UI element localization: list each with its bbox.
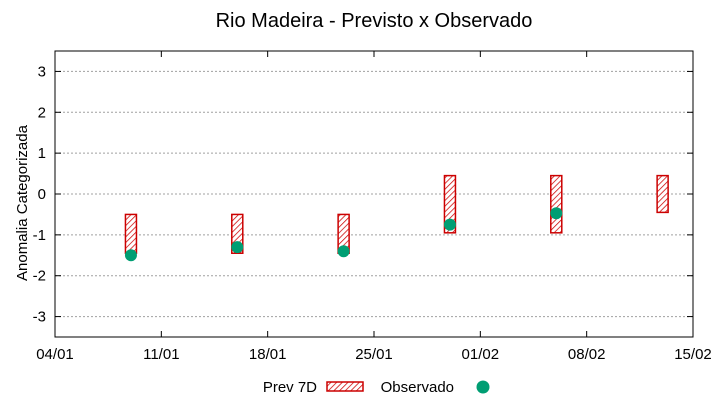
legend-swatch-forecast xyxy=(326,381,364,392)
legend: Prev 7D Observado xyxy=(263,379,490,396)
observed-point xyxy=(443,218,456,231)
forecast-bar xyxy=(656,174,669,214)
x-tick-label: 08/02 xyxy=(568,346,606,363)
observed-point xyxy=(550,207,563,220)
x-tick-label: 11/01 xyxy=(143,346,179,363)
x-tick-label: 25/01 xyxy=(355,346,393,363)
forecast-bar xyxy=(443,174,457,234)
x-tick-label: 18/01 xyxy=(249,346,287,363)
x-tick-label: 01/02 xyxy=(462,346,500,363)
forecast-bars xyxy=(124,174,669,254)
axis-ticks: -3 -2 -1 0 1 2 3 04/01 11/01 18/01 25/01 01/02 08/02… xyxy=(33,51,712,363)
observed-point xyxy=(231,241,244,254)
y-tick-label: 3 xyxy=(38,63,46,80)
legend-label-observed: Observado xyxy=(381,379,454,396)
legend-label-forecast: Prev 7D xyxy=(263,379,317,396)
grid-lines xyxy=(55,70,693,318)
y-tick-label: -1 xyxy=(33,227,46,244)
y-tick-label: 2 xyxy=(38,104,46,121)
y-tick-label: 1 xyxy=(38,145,46,162)
y-tick-label: 0 xyxy=(38,186,46,203)
x-tick-label: 04/01 xyxy=(36,346,74,363)
y-tick-label: -3 xyxy=(33,309,46,326)
chart-title: Rio Madeira - Previsto x Observado xyxy=(216,10,533,32)
observed-point xyxy=(337,245,350,258)
legend-swatch-observed xyxy=(476,380,490,394)
plot-frame xyxy=(54,50,694,338)
y-tick-label: -2 xyxy=(33,268,46,285)
y-axis-label: Anomalia Categorizada xyxy=(14,124,31,281)
x-tick-label: 15/02 xyxy=(674,346,712,363)
forecast-bar xyxy=(231,213,244,254)
forecast-bar xyxy=(124,213,138,254)
observed-point xyxy=(124,249,137,262)
forecast-bar xyxy=(550,174,563,234)
observed-points xyxy=(124,207,563,262)
